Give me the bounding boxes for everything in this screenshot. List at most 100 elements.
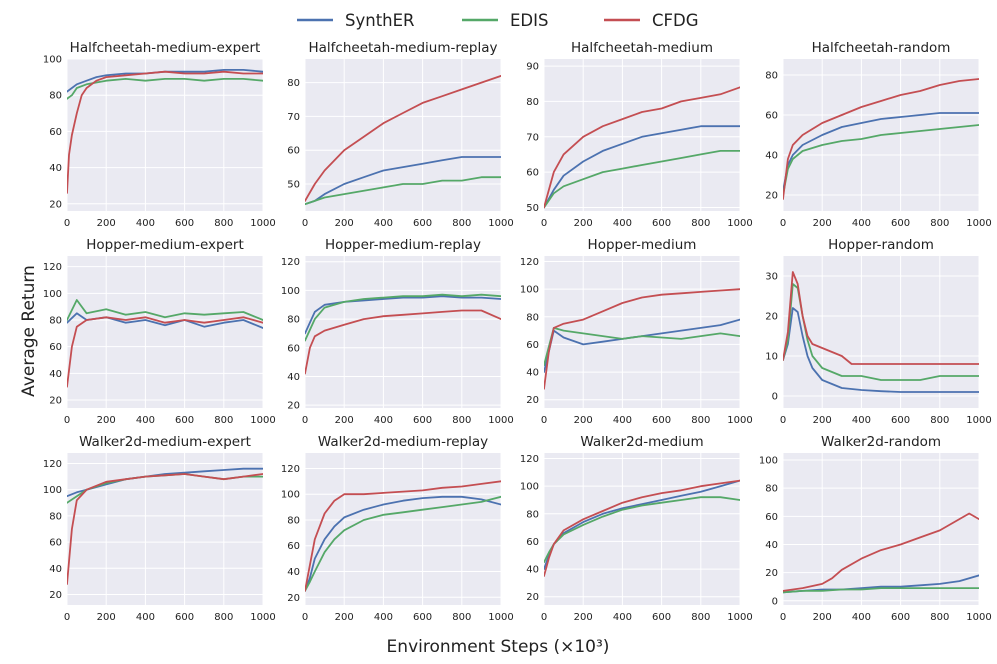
subplot-halfcheetah-medium-replay: 0 200 400 600 800 1000 50 60 70 80 Halfcheetah-med… bbox=[287, 40, 513, 229]
subplot-hopper-medium-expert: 0 200 400 600 800 1000 20 40 60 80 100 120 Hopper-me… bbox=[43, 237, 276, 426]
series-line-edis bbox=[67, 78, 263, 100]
y-tick-label: 40 bbox=[526, 565, 539, 576]
x-tick-label: 0 bbox=[780, 612, 786, 623]
x-tick-label: 200 bbox=[97, 415, 116, 426]
series-line-cfdg bbox=[544, 479, 740, 577]
y-tick-label: 120 bbox=[43, 459, 62, 470]
y-tick-label: 40 bbox=[287, 567, 300, 578]
x-tick-label: 0 bbox=[302, 415, 308, 426]
plot-area bbox=[305, 59, 501, 211]
subplot-title: Hopper-medium-replay bbox=[325, 237, 481, 253]
subplot-title: Hopper-medium bbox=[588, 237, 697, 253]
y-tick-label: 20 bbox=[526, 395, 539, 406]
y-tick-label: 20 bbox=[49, 396, 62, 407]
y-tick-label: 20 bbox=[287, 593, 300, 604]
subplot-title: Halfcheetah-medium-replay bbox=[308, 40, 497, 56]
subplot-hopper-random: 0 200 400 600 800 1000 0 10 20 30 Hopper-random bbox=[765, 237, 991, 426]
x-tick-label: 200 bbox=[813, 415, 832, 426]
series-line-cfdg bbox=[67, 473, 263, 585]
x-tick-label: 400 bbox=[852, 218, 871, 229]
y-tick-label: 20 bbox=[49, 590, 62, 601]
subplot-title: Walker2d-medium bbox=[580, 434, 703, 450]
series-line-cfdg bbox=[783, 78, 979, 200]
x-tick-label: 1000 bbox=[966, 415, 991, 426]
series-layer bbox=[783, 271, 979, 393]
x-tick-label: 800 bbox=[214, 218, 233, 229]
y-tick-label: 100 bbox=[43, 55, 62, 66]
x-tick-label: 800 bbox=[930, 612, 949, 623]
x-tick-label: 600 bbox=[175, 415, 194, 426]
subplot-walker2d-medium-replay: 0 200 400 600 800 1000 20 40 60 80 100 120 Walker2d-… bbox=[281, 434, 514, 623]
x-tick-label: 1000 bbox=[727, 218, 752, 229]
y-tick-label: 40 bbox=[526, 368, 539, 379]
subplot-halfcheetah-medium-expert: 0 200 400 600 800 1000 20 40 60 80 100 Halfcheetah-… bbox=[43, 40, 276, 229]
y-tick-label: 100 bbox=[281, 490, 300, 501]
series-line-synther bbox=[783, 574, 979, 594]
series-line-cfdg bbox=[783, 271, 979, 365]
y-tick-label: 70 bbox=[526, 132, 539, 143]
y-tick-label: 60 bbox=[765, 111, 778, 122]
series-line-cfdg bbox=[305, 480, 501, 592]
series-line-cfdg bbox=[783, 512, 979, 592]
plot-area bbox=[783, 453, 979, 605]
x-tick-label: 1000 bbox=[727, 612, 752, 623]
x-tick-label: 0 bbox=[541, 415, 547, 426]
series-line-edis bbox=[544, 326, 740, 367]
legend: SynthER EDIS CFDG bbox=[297, 11, 699, 30]
y-tick-label: 50 bbox=[287, 179, 300, 190]
x-tick-label: 1000 bbox=[250, 612, 275, 623]
x-tick-label: 0 bbox=[780, 415, 786, 426]
series-line-cfdg bbox=[67, 70, 263, 194]
x-tick-label: 0 bbox=[64, 218, 70, 229]
y-tick-label: 80 bbox=[526, 97, 539, 108]
y-tick-label: 40 bbox=[765, 151, 778, 162]
x-tick-label: 800 bbox=[691, 218, 710, 229]
series-line-edis bbox=[305, 495, 501, 592]
y-tick-label: 20 bbox=[765, 191, 778, 202]
series-layer bbox=[305, 480, 501, 592]
y-tick-label: 20 bbox=[287, 401, 300, 412]
x-axis-label: Environment Steps (×10³) bbox=[387, 637, 610, 657]
x-tick-label: 200 bbox=[574, 415, 593, 426]
y-tick-label: 90 bbox=[526, 62, 539, 73]
x-tick-label: 600 bbox=[891, 612, 910, 623]
plot-area bbox=[305, 453, 501, 605]
series-line-cfdg bbox=[305, 75, 501, 202]
y-tick-label: 20 bbox=[526, 592, 539, 603]
x-tick-label: 0 bbox=[302, 218, 308, 229]
y-tick-label: 80 bbox=[287, 315, 300, 326]
x-tick-label: 0 bbox=[780, 218, 786, 229]
legend-label-cfdg: CFDG bbox=[652, 11, 699, 30]
subplot-title: Walker2d-medium-expert bbox=[79, 434, 251, 450]
y-tick-label: 120 bbox=[43, 262, 62, 273]
x-tick-label: 200 bbox=[335, 612, 354, 623]
subplot-walker2d-medium-expert: 0 200 400 600 800 1000 20 40 60 80 100 120 Walker2d-… bbox=[43, 434, 276, 623]
y-tick-label: 0 bbox=[772, 392, 778, 403]
y-tick-label: 0 bbox=[772, 596, 778, 607]
x-tick-label: 200 bbox=[574, 218, 593, 229]
x-tick-label: 400 bbox=[136, 612, 155, 623]
subplot-title: Hopper-medium-expert bbox=[86, 237, 244, 253]
x-tick-label: 0 bbox=[302, 612, 308, 623]
x-tick-label: 200 bbox=[97, 218, 116, 229]
y-tick-label: 80 bbox=[765, 71, 778, 82]
series-layer bbox=[305, 75, 501, 206]
y-tick-label: 80 bbox=[526, 509, 539, 520]
series-line-edis bbox=[67, 299, 263, 321]
subplot-hopper-medium-replay: 0 200 400 600 800 1000 20 40 60 80 100 120 Hopper-me… bbox=[281, 237, 514, 426]
x-tick-label: 400 bbox=[136, 415, 155, 426]
y-tick-label: 80 bbox=[49, 316, 62, 327]
y-tick-label: 100 bbox=[520, 285, 539, 296]
y-tick-label: 80 bbox=[765, 484, 778, 495]
y-tick-label: 80 bbox=[287, 515, 300, 526]
series-line-synther bbox=[783, 112, 979, 192]
x-tick-label: 0 bbox=[64, 612, 70, 623]
x-tick-label: 1000 bbox=[727, 415, 752, 426]
y-tick-label: 100 bbox=[43, 289, 62, 300]
x-tick-label: 800 bbox=[452, 415, 471, 426]
y-tick-label: 40 bbox=[49, 163, 62, 174]
y-tick-label: 60 bbox=[526, 537, 539, 548]
x-tick-label: 400 bbox=[613, 415, 632, 426]
y-tick-label: 60 bbox=[49, 538, 62, 549]
